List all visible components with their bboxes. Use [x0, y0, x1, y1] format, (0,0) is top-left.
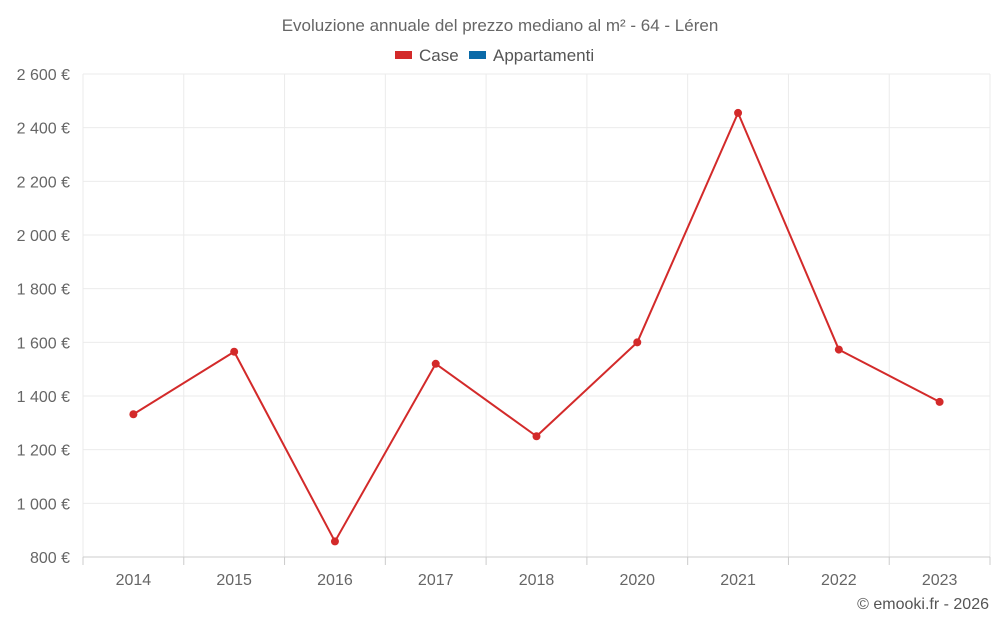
y-tick-label: 800 €	[30, 550, 70, 567]
grid-layer	[82, 73, 991, 557]
y-tick-label: 2 400 €	[17, 121, 70, 138]
axis-layer: 800 € 1 000 € 1 200 € 1 400 € 1 600 € 1 800 €…	[17, 67, 991, 589]
x-tick-label: 2021	[720, 572, 756, 589]
data-point[interactable]	[834, 345, 843, 354]
data-point[interactable]	[431, 359, 440, 368]
y-tick-label: 1 000 €	[17, 496, 70, 513]
x-tick-label: 2014	[116, 572, 152, 589]
legend-label-appartamenti: Appartamenti	[493, 46, 594, 65]
x-tick-label: 2022	[821, 572, 857, 589]
chart-legend: Case Appartamenti	[395, 46, 594, 65]
x-tick-label: 2015	[216, 572, 252, 589]
data-point[interactable]	[230, 347, 239, 356]
y-tick-label: 1 800 €	[17, 282, 70, 299]
y-tick-label: 2 200 €	[17, 174, 70, 191]
y-tick-label: 1 600 €	[17, 335, 70, 352]
x-tick-label: 2017	[418, 572, 454, 589]
y-tick-label: 2 000 €	[17, 228, 70, 245]
x-tick-label: 2018	[519, 572, 555, 589]
series-line-case	[132, 111, 941, 543]
x-tick-label: 2016	[317, 572, 353, 589]
data-point[interactable]	[532, 432, 541, 441]
series-layer	[129, 108, 944, 546]
y-tick-label: 2 600 €	[17, 67, 70, 84]
data-point[interactable]	[734, 108, 743, 117]
y-tick-label: 1 400 €	[17, 389, 70, 406]
data-point[interactable]	[935, 397, 944, 406]
chart-title: Evoluzione annuale del prezzo mediano al…	[282, 16, 719, 35]
legend-item-appartamenti[interactable]: Appartamenti	[469, 46, 594, 65]
y-tick-label: 1 200 €	[17, 443, 70, 460]
legend-item-case[interactable]: Case	[395, 46, 459, 65]
legend-swatch-appartamenti	[469, 51, 486, 59]
x-tick-label: 2023	[922, 572, 958, 589]
x-tick-label: 2020	[619, 572, 655, 589]
credit-text: © emooki.fr - 2026	[857, 596, 989, 613]
legend-label-case: Case	[419, 46, 459, 65]
legend-swatch-case	[395, 51, 412, 59]
data-point[interactable]	[330, 537, 339, 546]
data-point[interactable]	[633, 338, 642, 347]
data-point[interactable]	[129, 410, 138, 419]
